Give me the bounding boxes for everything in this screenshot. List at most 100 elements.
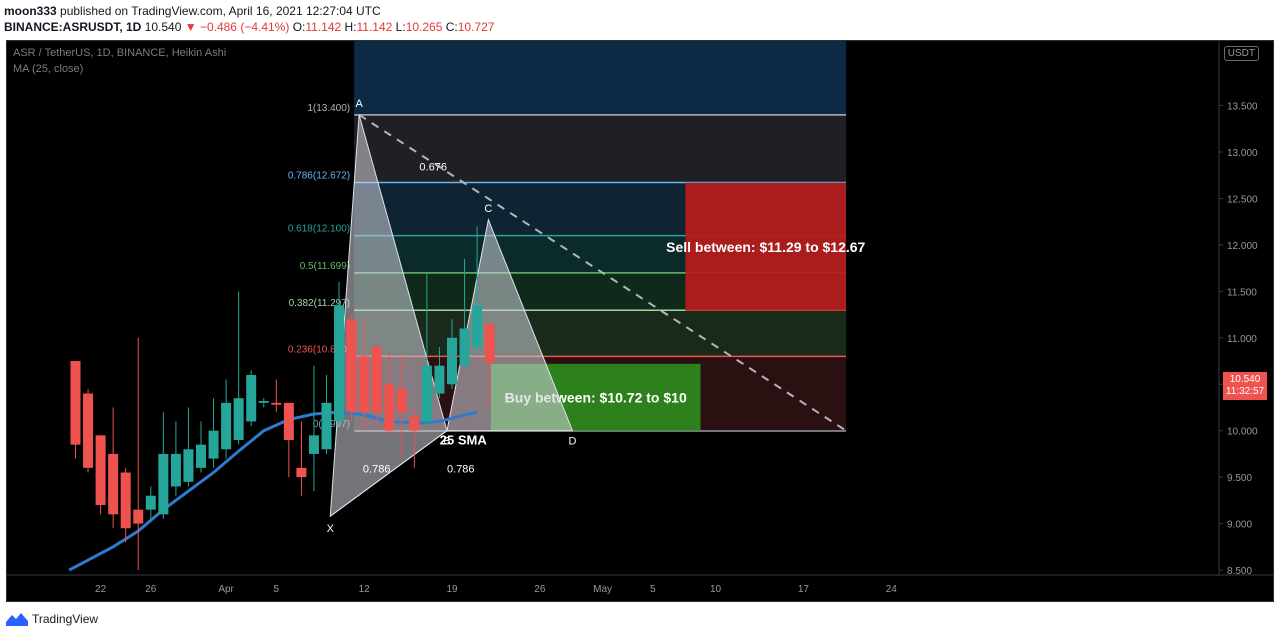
bar-countdown: 11:32:57 (1225, 386, 1265, 397)
fib-level-label: 0.382(11.297) (289, 298, 351, 309)
current-price-value: 10.540 (1229, 374, 1261, 385)
sell-zone-label: Sell between: $11.29 to $12.67 (666, 239, 865, 255)
candle-body (359, 356, 370, 413)
time-tick-label: Apr (218, 584, 234, 595)
candle-body (70, 361, 81, 445)
time-tick-label: 19 (446, 584, 458, 595)
candle-body (472, 305, 483, 348)
candle-body (409, 416, 420, 431)
candle-body (258, 400, 269, 403)
published-text: published on TradingView.com, April 16, … (60, 4, 381, 18)
candle-body (120, 472, 131, 529)
fib-level-label: 0.618(12.100) (288, 224, 350, 235)
symbol-label: BINANCE:ASRUSDT, 1D (4, 20, 142, 34)
candle-body (421, 365, 432, 422)
candle-body (246, 374, 257, 422)
candle-body (158, 453, 169, 515)
fib-level-label: 0.786(12.672) (288, 170, 350, 181)
chart-area[interactable]: 1(13.400) 0.786(12.672) 0.618(12.100) 0.5(1… (6, 40, 1274, 602)
price-tick-label: 9.500 (1227, 473, 1252, 484)
high-label: H: (344, 20, 357, 34)
price-tick-label: 11.500 (1227, 287, 1257, 298)
price-tick-label: 13.500 (1227, 102, 1258, 113)
time-tick-label: 26 (534, 584, 546, 595)
chart-legend-indicator: MA (25, close) (13, 63, 84, 75)
dashed-trendline (358, 114, 847, 432)
candle-body (145, 495, 156, 510)
low-value: 10.265 (405, 20, 443, 34)
candle-body (296, 467, 307, 478)
fib-extension-zone (354, 41, 847, 115)
fib-level-label: 0(9.997) (313, 419, 350, 430)
close-value: 10.727 (457, 20, 495, 34)
fib-band (354, 310, 847, 357)
price-tick-label: 12.500 (1227, 194, 1258, 205)
tradingview-brand: TradingView (32, 612, 99, 626)
fib-level-label: 1(13.400) (307, 103, 350, 114)
price-tick-label: 10.000 (1227, 427, 1258, 438)
candle-body (95, 435, 106, 506)
pattern-point-x: X (327, 523, 335, 535)
time-tick-label: 12 (359, 584, 371, 595)
last-price: 10.540 (144, 20, 182, 34)
candle-body (221, 402, 232, 450)
fib-band (354, 114, 847, 183)
chart-canvas[interactable]: 1(13.400) 0.786(12.672) 0.618(12.100) 0.5(1… (7, 41, 1273, 601)
open-label: O: (292, 20, 306, 34)
candle-body (170, 453, 181, 487)
candle-body (308, 435, 319, 454)
price-tick-label: 12.000 (1227, 241, 1258, 252)
candle-body (346, 319, 357, 413)
candle-body (321, 402, 332, 450)
fib-level-label: 0.236(10.800) (288, 344, 350, 355)
chart-legend-title: ASR / TetherUS, 1D, BINANCE, Heikin Ashi (13, 47, 227, 59)
current-price-badge: 10.540 11:32:57 (1223, 372, 1267, 400)
high-value: 11.142 (356, 20, 393, 34)
candle-body (434, 365, 445, 394)
candle-body (233, 398, 244, 440)
candle-body (384, 384, 395, 431)
ratio-label: 0.676 (419, 162, 447, 174)
candle-body (183, 449, 194, 482)
price-tick-label: 8.500 (1227, 566, 1252, 577)
author-name[interactable]: moon333 (4, 4, 57, 18)
time-tick-label: 10 (710, 584, 722, 595)
candle-body (133, 509, 144, 524)
tradingview-footer[interactable]: TradingView (6, 609, 98, 629)
candle-body (447, 337, 457, 385)
time-tick-label: 5 (650, 584, 656, 595)
harmonic-triangle-bcd (446, 218, 574, 432)
candle-body (196, 444, 206, 468)
candle-body (108, 453, 119, 515)
open-value: 11.142 (305, 20, 342, 34)
fib-level-label: 0.5(11.699) (300, 261, 350, 272)
currency-badge[interactable]: USDT (1223, 46, 1259, 61)
time-tick-label: 5 (274, 584, 280, 595)
pattern-point-b: B (443, 436, 450, 448)
pattern-point-c: C (484, 203, 492, 215)
candle-body (459, 328, 470, 366)
ratio-label: 0.786 (363, 464, 391, 476)
price-tick-label: 13.000 (1227, 148, 1258, 159)
candle-body (334, 305, 345, 422)
time-tick-label: May (593, 584, 612, 595)
sell-zone (685, 182, 847, 311)
candle-body (396, 388, 407, 413)
candle-body (371, 347, 382, 413)
close-label: C: (445, 20, 458, 34)
ratio-label: 0.786 (447, 464, 475, 476)
pattern-point-a: A (355, 98, 363, 110)
price-change: ▼ −0.486 (−4.41%) (184, 20, 290, 34)
publish-line: moon333 published on TradingView.com, Ap… (4, 3, 1274, 19)
time-tick-label: 22 (95, 584, 107, 595)
low-label: L: (395, 20, 406, 34)
pattern-point-d: D (569, 436, 577, 448)
candle-body (283, 402, 294, 440)
chart-header: moon333 published on TradingView.com, Ap… (4, 3, 1274, 35)
time-tick-label: 24 (886, 584, 898, 595)
candle-body (271, 402, 282, 405)
ticker-line: BINANCE:ASRUSDT, 1D 10.540 ▼ −0.486 (−4.… (4, 19, 1274, 35)
tradingview-logo-icon (6, 613, 28, 626)
harmonic-xb-leg (329, 430, 448, 517)
time-tick-label: 17 (798, 584, 810, 595)
